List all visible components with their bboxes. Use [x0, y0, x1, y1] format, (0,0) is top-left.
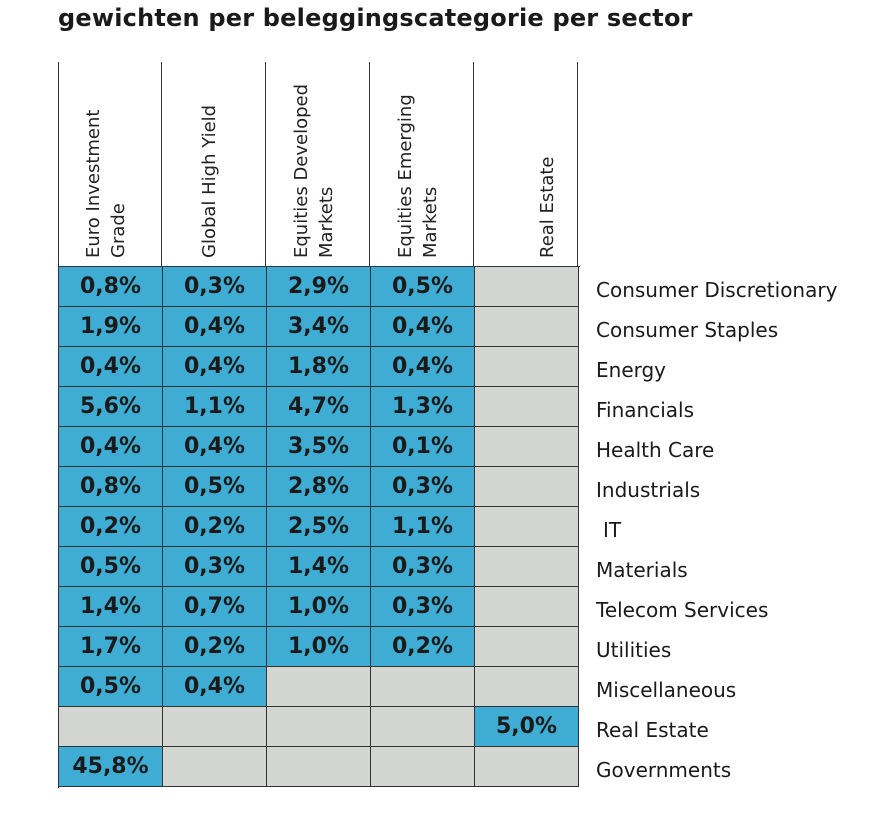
table-cell-value: 1,7%: [59, 627, 163, 667]
table-cell-value: 0,4%: [371, 347, 475, 387]
table-cell-empty: [475, 267, 579, 307]
row-label: Utilities: [596, 638, 672, 662]
column-header-line: Euro Investment: [83, 109, 104, 258]
table-cell-value: 0,2%: [371, 627, 475, 667]
table-cell-empty: [475, 587, 579, 627]
table-cell-value: 1,1%: [371, 507, 475, 547]
table-cell-empty: [475, 307, 579, 347]
column-divider: [58, 62, 59, 266]
table-cell-value: 0,7%: [163, 587, 267, 627]
table-cell-value: 0,3%: [371, 547, 475, 587]
column-header-line: Grade: [108, 203, 129, 258]
column-header-line: Equities Developed: [291, 83, 312, 258]
table-cell-empty: [371, 667, 475, 707]
table-cell-value: 0,1%: [371, 427, 475, 467]
row-label: Consumer Discretionary: [596, 278, 838, 302]
table-cell-empty: [267, 707, 371, 747]
table-cell-value: 1,4%: [59, 587, 163, 627]
table-cell-value: 5,6%: [59, 387, 163, 427]
table-cell-value: 2,9%: [267, 267, 371, 307]
column-header: Global High Yield: [197, 8, 222, 258]
row-label: Telecom Services: [596, 598, 769, 622]
column-divider: [577, 62, 578, 266]
table-cell-value: 45,8%: [59, 747, 163, 787]
row-label: Industrials: [596, 478, 701, 502]
table-cell-empty: [475, 347, 579, 387]
table-cell-empty: [267, 667, 371, 707]
row-label: Miscellaneous: [596, 678, 737, 702]
column-header-line: Global High Yield: [199, 104, 220, 258]
row-label: Governments: [596, 758, 732, 782]
table-cell-value: 0,4%: [163, 427, 267, 467]
column-divider: [161, 62, 162, 266]
table-cell-empty: [475, 627, 579, 667]
table-cell-value: 0,2%: [59, 507, 163, 547]
table-cell-empty: [371, 707, 475, 747]
table-cell-value: 1,9%: [59, 307, 163, 347]
row-label: Energy: [596, 358, 667, 382]
table-cell-empty: [371, 747, 475, 787]
row-label: Health Care: [596, 438, 715, 462]
table-cell-value: 0,4%: [59, 427, 163, 467]
column-header: Euro Investment Grade: [81, 8, 131, 258]
column-header: Equities Emerging Markets: [393, 8, 443, 258]
table-cell-empty: [475, 667, 579, 707]
table-cell-value: 2,5%: [267, 507, 371, 547]
column-header-line: Markets: [316, 186, 337, 258]
table-cell-value: 1,0%: [267, 587, 371, 627]
table-cell-value: 0,8%: [59, 467, 163, 507]
row-label: Consumer Staples: [596, 318, 779, 342]
table-cell-value: 0,3%: [163, 267, 267, 307]
column-header-line: Equities Emerging: [395, 94, 416, 258]
row-label: Materials: [596, 558, 688, 582]
table-cell-value: 1,4%: [267, 547, 371, 587]
table-cell-value: 5,0%: [475, 707, 579, 747]
column-header: Real Estate: [535, 8, 560, 259]
column-header-line: Real Estate: [537, 156, 558, 259]
table-cell-value: 3,5%: [267, 427, 371, 467]
table-cell-value: 0,4%: [59, 347, 163, 387]
table-cell-value: 3,4%: [267, 307, 371, 347]
table-cell-empty: [475, 467, 579, 507]
table-cell-value: 0,4%: [163, 307, 267, 347]
table-cell-value: 0,5%: [59, 547, 163, 587]
table-cell-value: 1,3%: [371, 387, 475, 427]
table-cell-value: 0,2%: [163, 627, 267, 667]
table-cell-value: 0,4%: [371, 307, 475, 347]
table-cell-value: 1,8%: [267, 347, 371, 387]
table-cell-empty: [475, 387, 579, 427]
row-label: Real Estate: [596, 718, 709, 742]
table-cell-empty: [475, 747, 579, 787]
table-cell-value: 0,3%: [163, 547, 267, 587]
table-cell-value: 0,4%: [163, 667, 267, 707]
table-cell-value: 0,8%: [59, 267, 163, 307]
table-cell-value: 1,0%: [267, 627, 371, 667]
table-cell-value: 0,3%: [371, 587, 475, 627]
table-cell-empty: [475, 507, 579, 547]
table-cell-value: 0,4%: [163, 347, 267, 387]
column-divider: [473, 62, 474, 266]
table-cell-value: 0,5%: [371, 267, 475, 307]
chart-title: gewichten per beleggingscategorie per se…: [58, 4, 693, 32]
column-header-line: Markets: [420, 186, 441, 258]
table-cell-empty: [475, 427, 579, 467]
table-cell-value: 0,5%: [163, 467, 267, 507]
column-divider: [369, 62, 370, 266]
table-cell-value: 0,2%: [163, 507, 267, 547]
table-cell-empty: [267, 747, 371, 787]
column-divider: [265, 62, 266, 266]
table-cell-empty: [475, 547, 579, 587]
column-header: Equities Developed Markets: [289, 8, 339, 258]
table-cell-value: 0,3%: [371, 467, 475, 507]
table-cell-value: 4,7%: [267, 387, 371, 427]
table-cell-value: 0,5%: [59, 667, 163, 707]
row-label: Financials: [596, 398, 694, 422]
table-cell-value: 2,8%: [267, 467, 371, 507]
table-cell-empty: [163, 707, 267, 747]
weights-table: 0,8% 0,3% 2,9% 0,5% 1,9% 0,4% 3,4% 0,4% 0,4% 0,4%…: [58, 266, 580, 788]
table-cell-empty: [59, 707, 163, 747]
table-cell-value: 1,1%: [163, 387, 267, 427]
table-cell-empty: [163, 747, 267, 787]
row-label: IT: [603, 518, 622, 542]
